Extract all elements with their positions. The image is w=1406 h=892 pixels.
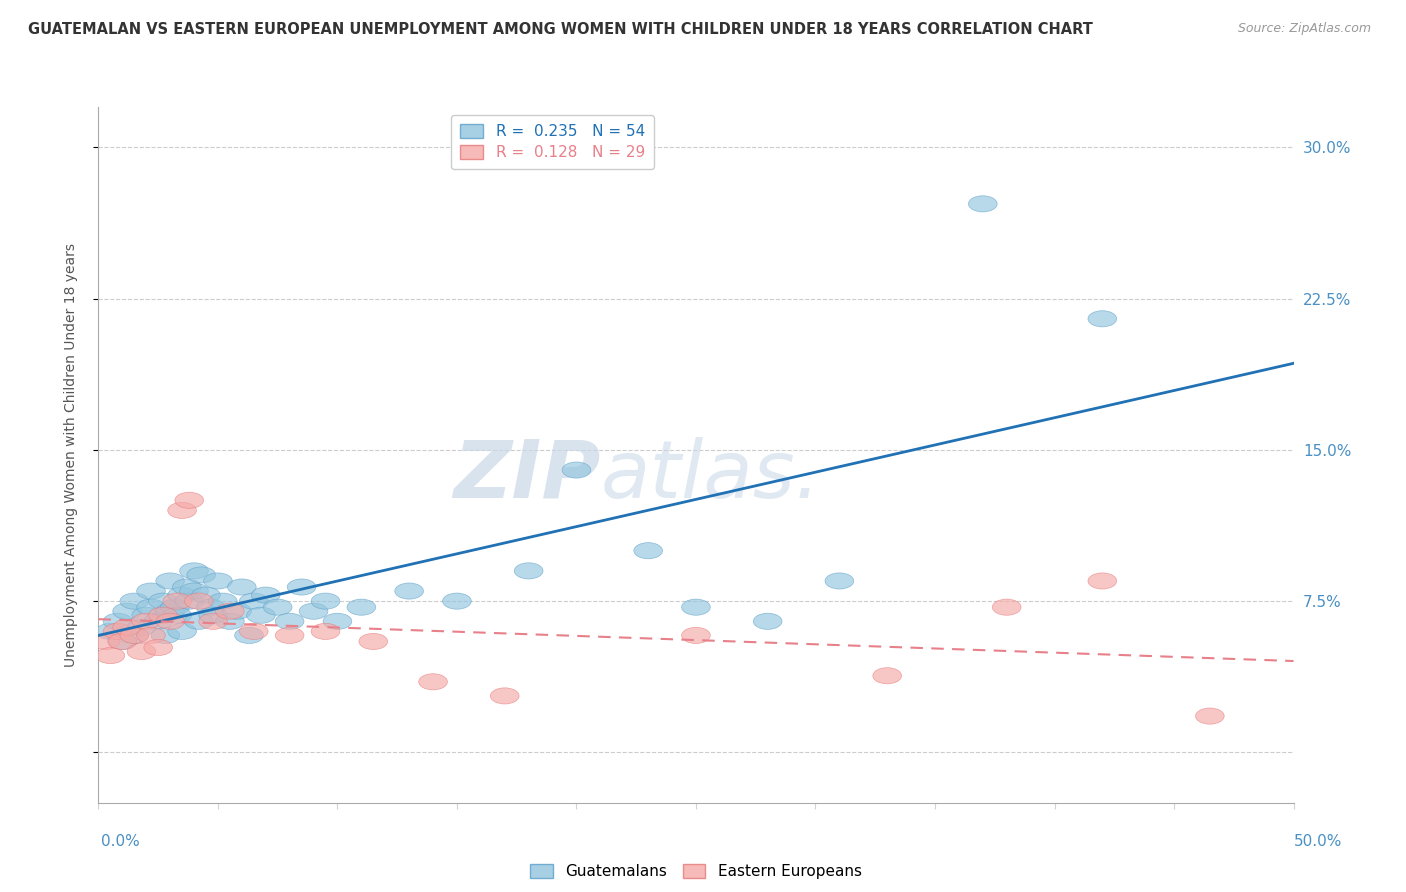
Ellipse shape — [239, 624, 269, 640]
Ellipse shape — [1088, 573, 1116, 589]
Ellipse shape — [263, 599, 292, 615]
Ellipse shape — [150, 627, 180, 643]
Ellipse shape — [873, 668, 901, 684]
Ellipse shape — [149, 607, 177, 624]
Ellipse shape — [120, 593, 149, 609]
Ellipse shape — [163, 593, 191, 609]
Ellipse shape — [91, 633, 120, 649]
Ellipse shape — [191, 587, 221, 603]
Ellipse shape — [323, 613, 352, 630]
Ellipse shape — [156, 603, 184, 619]
Ellipse shape — [825, 573, 853, 589]
Ellipse shape — [108, 633, 136, 649]
Ellipse shape — [167, 624, 197, 640]
Ellipse shape — [1088, 310, 1116, 326]
Ellipse shape — [235, 627, 263, 643]
Ellipse shape — [112, 603, 142, 619]
Ellipse shape — [239, 593, 269, 609]
Ellipse shape — [562, 462, 591, 478]
Ellipse shape — [120, 627, 149, 643]
Ellipse shape — [187, 566, 215, 583]
Ellipse shape — [215, 603, 245, 619]
Ellipse shape — [132, 613, 160, 630]
Text: Source: ZipAtlas.com: Source: ZipAtlas.com — [1237, 22, 1371, 36]
Ellipse shape — [167, 587, 197, 603]
Ellipse shape — [969, 195, 997, 212]
Ellipse shape — [395, 583, 423, 599]
Ellipse shape — [515, 563, 543, 579]
Ellipse shape — [156, 613, 184, 630]
Ellipse shape — [754, 613, 782, 630]
Ellipse shape — [143, 640, 173, 656]
Ellipse shape — [682, 627, 710, 643]
Ellipse shape — [149, 593, 177, 609]
Ellipse shape — [127, 619, 156, 635]
Ellipse shape — [96, 648, 125, 664]
Ellipse shape — [246, 607, 276, 624]
Ellipse shape — [252, 587, 280, 603]
Ellipse shape — [180, 563, 208, 579]
Ellipse shape — [215, 613, 245, 630]
Ellipse shape — [96, 624, 125, 640]
Ellipse shape — [198, 613, 228, 630]
Ellipse shape — [311, 624, 340, 640]
Ellipse shape — [359, 633, 388, 649]
Ellipse shape — [222, 603, 252, 619]
Legend: R =  0.235   N = 54, R =  0.128   N = 29: R = 0.235 N = 54, R = 0.128 N = 29 — [451, 115, 654, 169]
Ellipse shape — [287, 579, 316, 595]
Ellipse shape — [112, 619, 142, 635]
Ellipse shape — [299, 603, 328, 619]
Ellipse shape — [276, 627, 304, 643]
Ellipse shape — [419, 673, 447, 690]
Ellipse shape — [143, 613, 173, 630]
Ellipse shape — [204, 573, 232, 589]
Ellipse shape — [276, 613, 304, 630]
Ellipse shape — [127, 643, 156, 659]
Ellipse shape — [136, 583, 166, 599]
Text: 50.0%: 50.0% — [1295, 834, 1343, 849]
Ellipse shape — [634, 542, 662, 558]
Ellipse shape — [103, 613, 132, 630]
Ellipse shape — [993, 599, 1021, 615]
Text: atlas.: atlas. — [600, 437, 821, 515]
Ellipse shape — [173, 579, 201, 595]
Ellipse shape — [132, 607, 160, 624]
Ellipse shape — [184, 593, 214, 609]
Ellipse shape — [180, 583, 208, 599]
Text: 0.0%: 0.0% — [101, 834, 141, 849]
Ellipse shape — [163, 607, 191, 624]
Text: GUATEMALAN VS EASTERN EUROPEAN UNEMPLOYMENT AMONG WOMEN WITH CHILDREN UNDER 18 Y: GUATEMALAN VS EASTERN EUROPEAN UNEMPLOYM… — [28, 22, 1092, 37]
Ellipse shape — [174, 492, 204, 508]
Ellipse shape — [197, 599, 225, 615]
Ellipse shape — [347, 599, 375, 615]
Y-axis label: Unemployment Among Women with Children Under 18 years: Unemployment Among Women with Children U… — [63, 243, 77, 667]
Ellipse shape — [167, 502, 197, 518]
Ellipse shape — [198, 607, 228, 624]
Ellipse shape — [311, 593, 340, 609]
Ellipse shape — [1195, 708, 1225, 724]
Ellipse shape — [156, 573, 184, 589]
Ellipse shape — [228, 579, 256, 595]
Ellipse shape — [443, 593, 471, 609]
Ellipse shape — [136, 599, 166, 615]
Ellipse shape — [184, 613, 214, 630]
Ellipse shape — [108, 633, 136, 649]
Ellipse shape — [136, 627, 166, 643]
Ellipse shape — [120, 627, 149, 643]
Ellipse shape — [174, 593, 204, 609]
Ellipse shape — [103, 624, 132, 640]
Ellipse shape — [491, 688, 519, 704]
Ellipse shape — [682, 599, 710, 615]
Ellipse shape — [208, 593, 238, 609]
Text: ZIP: ZIP — [453, 437, 600, 515]
Ellipse shape — [160, 599, 190, 615]
